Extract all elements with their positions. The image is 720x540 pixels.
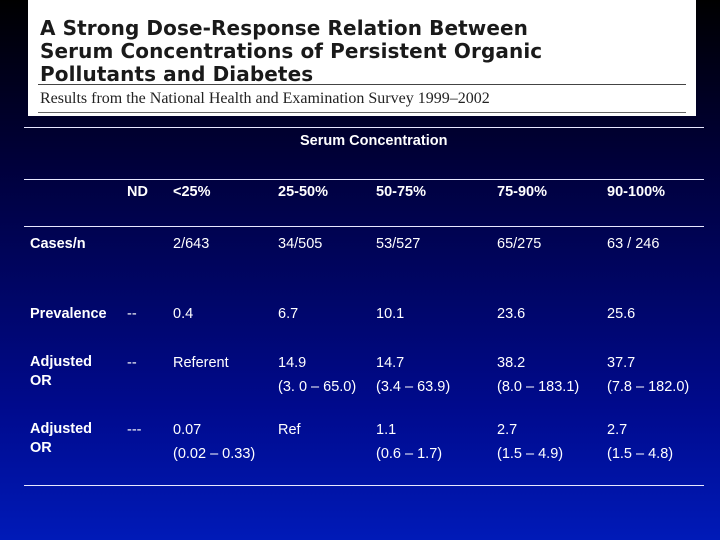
table-cell-ci: (7.8 – 182.0) [607, 379, 690, 395]
table-cell-ci: (1.5 – 4.8) [607, 446, 674, 462]
table-cell: 14.9 [278, 355, 307, 371]
subtitle: Results from the National Health and Exa… [40, 90, 490, 107]
table-header-rule-1 [24, 179, 704, 180]
table-cell-ci: (0.6 – 1.7) [376, 446, 443, 462]
column-header: 25-50% [278, 184, 328, 200]
table-cell: 1.1 [376, 422, 397, 438]
row-label-prevalence: Prevalence [30, 306, 107, 322]
table-cell: 14.7 [376, 355, 405, 371]
title-banner: A Strong Dose-Response Relation Between … [28, 0, 696, 116]
title-rule-bottom [38, 112, 686, 113]
table-cell: 2.7 [497, 422, 518, 438]
row-label-cases: Cases/n [30, 236, 86, 252]
table-cell: 0.4 [173, 306, 194, 322]
table-cell: -- [127, 355, 137, 371]
title-rule-top [38, 84, 686, 85]
title-line-3: Pollutants and Diabetes [40, 62, 314, 86]
title-line-2: Serum Concentrations of Persistent Organ… [40, 39, 543, 63]
table-cell: --- [127, 422, 142, 438]
title-line-1: A Strong Dose-Response Relation Between [40, 16, 529, 40]
table-cell: 0.07 [173, 422, 202, 438]
row-label-adjusted-or: Adjusted OR [30, 354, 93, 389]
table-cell-ci: (3. 0 – 65.0) [278, 379, 357, 395]
column-header: 50-75% [376, 184, 426, 200]
table-top-rule [24, 127, 704, 128]
table-cell: -- [127, 306, 137, 322]
table-cell: 34/505 [278, 236, 323, 252]
column-header: 75-90% [497, 184, 547, 200]
table-bottom-rule [24, 485, 704, 486]
table-cell-ci: (8.0 – 183.1) [497, 379, 580, 395]
table-cell: 25.6 [607, 306, 636, 322]
table-cell: 10.1 [376, 306, 405, 322]
table-cell: Ref [278, 422, 301, 438]
table-cell: 63 / 246 [607, 236, 660, 252]
column-header: ND [127, 184, 148, 200]
table-header-rule-2 [24, 226, 704, 227]
table-cell: 65/275 [497, 236, 542, 252]
table-cell-ci: (1.5 – 4.9) [497, 446, 564, 462]
table-cell: 53/527 [376, 236, 421, 252]
table-cell: Referent [173, 355, 229, 371]
column-header: 90-100% [607, 184, 666, 200]
column-header: <25% [173, 184, 211, 200]
table-cell: 2/643 [173, 236, 210, 252]
table-cell: 37.7 [607, 355, 636, 371]
group-header: Serum Concentration [300, 133, 448, 149]
table-cell: 38.2 [497, 355, 526, 371]
table-cell-ci: (3.4 – 63.9) [376, 379, 451, 395]
table-cell: 23.6 [497, 306, 526, 322]
table-cell-ci: (0.02 – 0.33) [173, 446, 256, 462]
table-cell: 6.7 [278, 306, 299, 322]
row-label-adjusted-or: Adjusted OR [30, 421, 93, 456]
table-cell: 2.7 [607, 422, 628, 438]
